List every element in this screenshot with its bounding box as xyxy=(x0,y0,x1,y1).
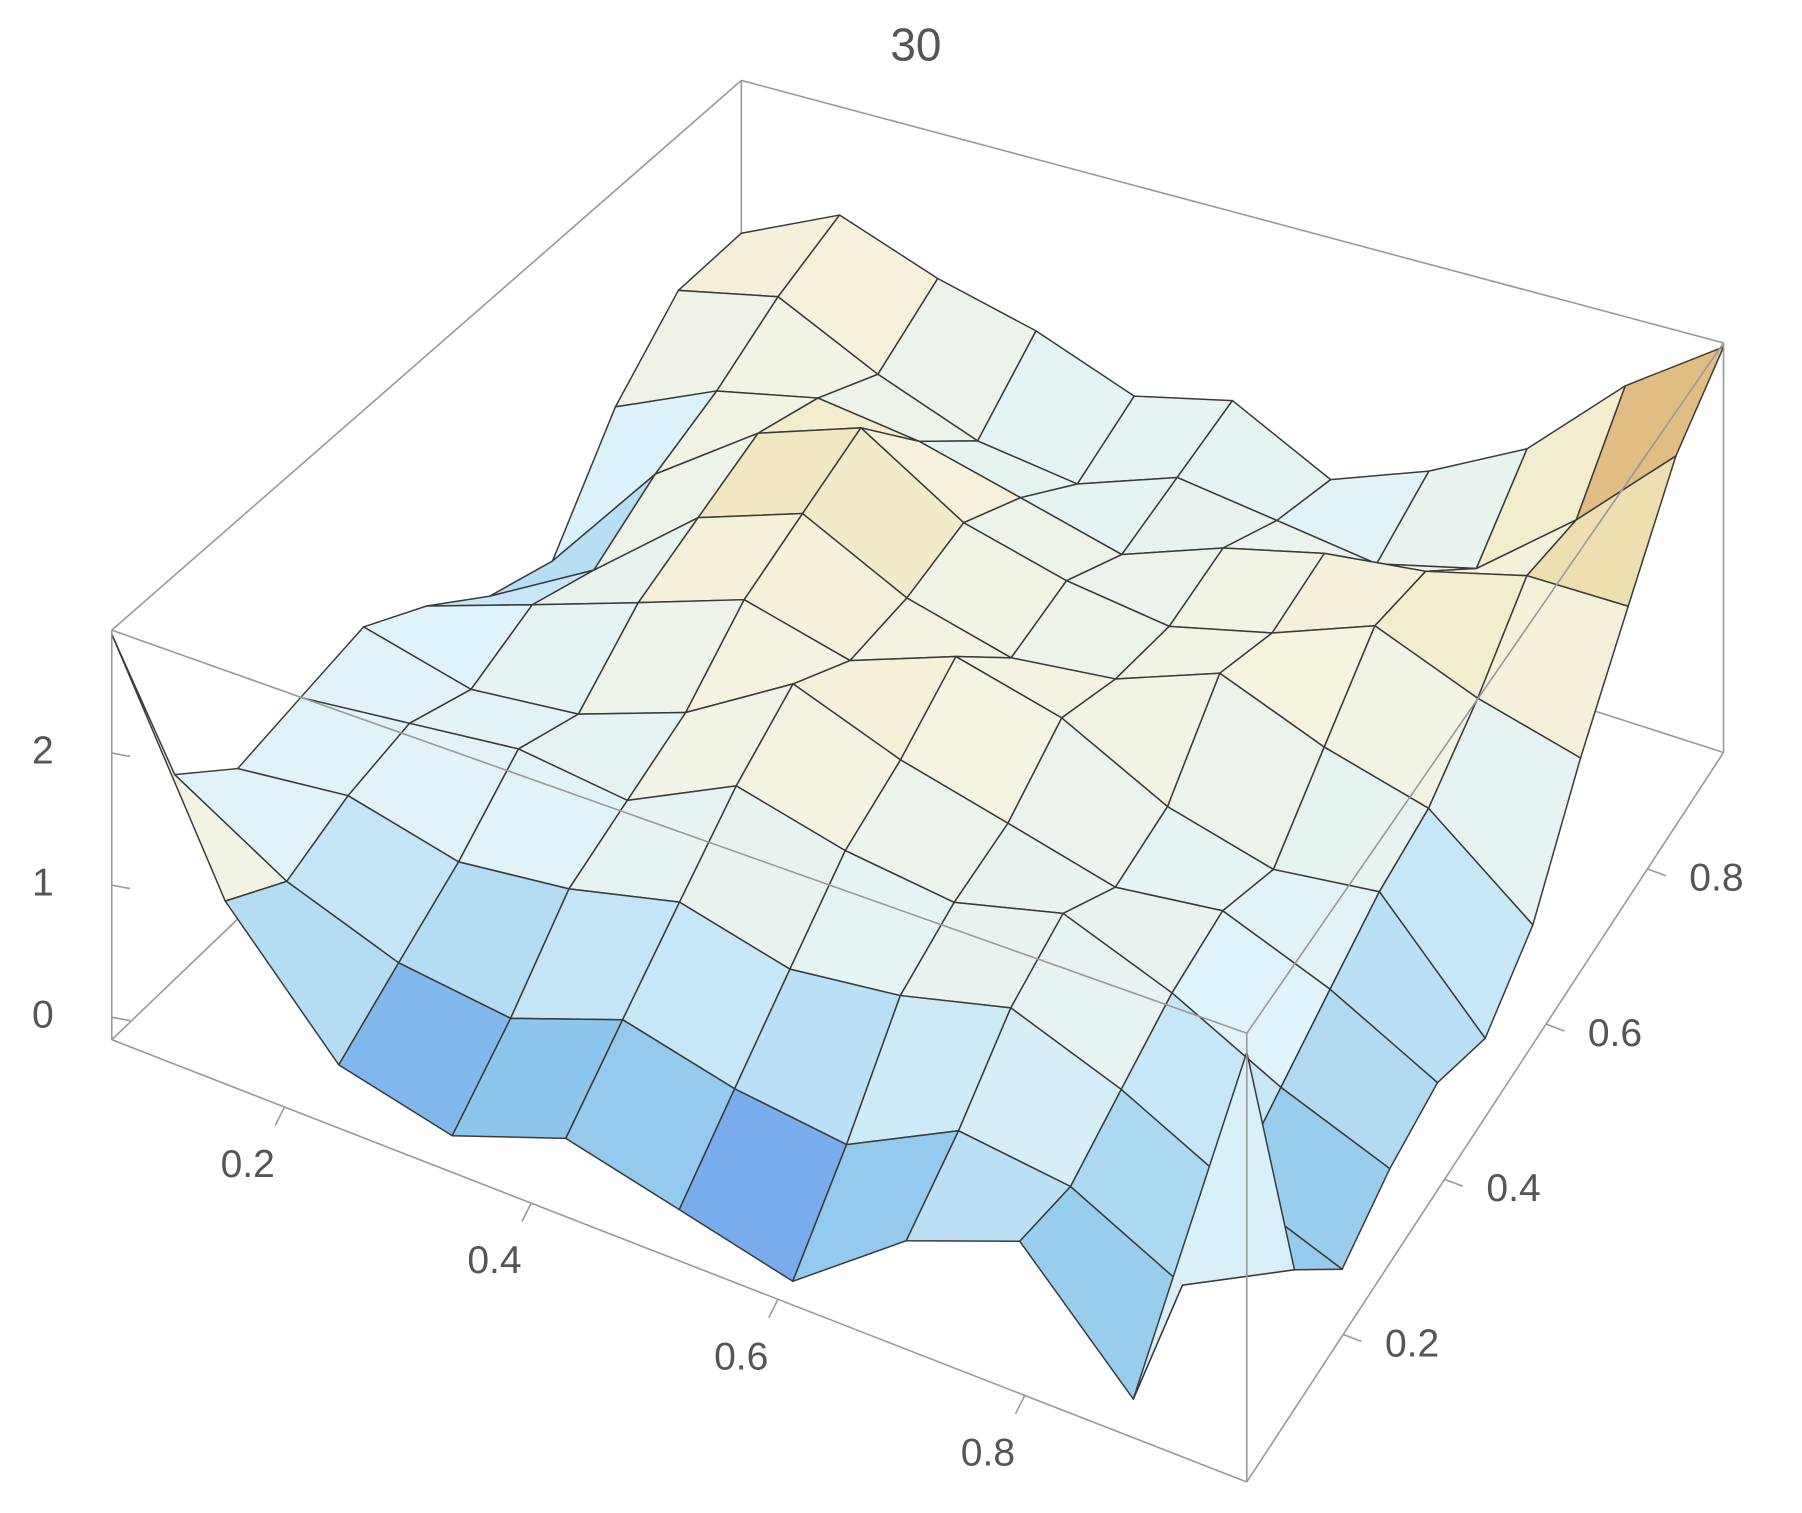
x-tick-label: 0.2 xyxy=(221,1143,275,1186)
z-tick xyxy=(111,884,131,890)
box-edge xyxy=(1246,342,1725,1034)
x-tick xyxy=(274,1106,286,1126)
x-tick-label: 0.4 xyxy=(467,1239,521,1282)
x-tick xyxy=(521,1202,532,1222)
box-edge xyxy=(111,79,742,631)
x-tick xyxy=(1014,1395,1026,1415)
z-tick xyxy=(111,1016,131,1022)
z-tick-label: 0 xyxy=(32,994,54,1037)
y-tick xyxy=(1545,1023,1565,1032)
y-tick-label: 0.2 xyxy=(1385,1322,1439,1365)
y-tick-label: 0.4 xyxy=(1486,1167,1540,1210)
box-edge xyxy=(111,1038,1248,1483)
y-tick-label: 0.6 xyxy=(1588,1012,1642,1055)
chart-title: 30 xyxy=(890,18,941,70)
y-tick xyxy=(1342,1333,1362,1343)
y-tick-label: 0.8 xyxy=(1689,857,1743,900)
x-tick-label: 0.6 xyxy=(714,1335,768,1378)
surface-patch xyxy=(1132,1051,1296,1400)
z-tick-label: 2 xyxy=(32,729,54,772)
box-edge xyxy=(111,629,1248,1035)
y-tick xyxy=(1444,1178,1464,1187)
z-tick xyxy=(111,752,131,758)
y-tick xyxy=(1647,868,1667,877)
x-tick-label: 0.8 xyxy=(961,1431,1015,1474)
z-tick-label: 1 xyxy=(32,861,54,904)
box-edge xyxy=(741,79,1724,344)
x-tick xyxy=(768,1298,779,1319)
box-edge xyxy=(1246,752,1725,1483)
